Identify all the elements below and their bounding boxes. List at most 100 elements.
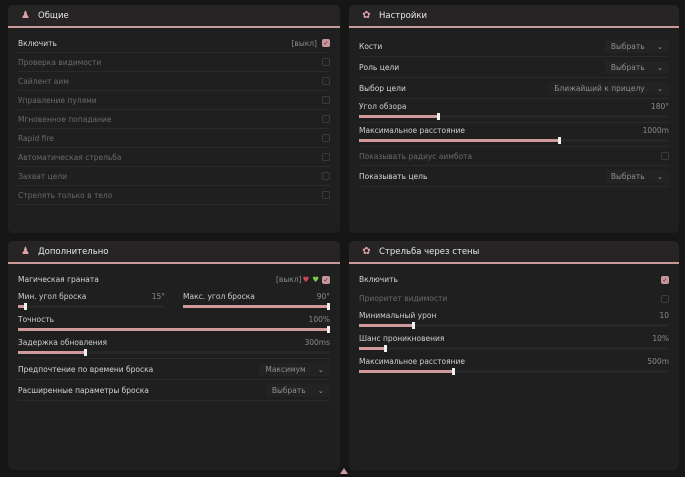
maxdist-slider[interactable]: Максимальное расстояние 1000m [359, 123, 669, 147]
slider-value: 10% [652, 334, 669, 343]
slider-track[interactable] [359, 137, 669, 144]
option-checkbox[interactable] [322, 172, 330, 180]
slider-fill [18, 328, 330, 331]
role-dropdown[interactable]: Выбрать ⌄ [604, 60, 669, 74]
heart-icon[interactable]: ♥ [302, 275, 310, 284]
option-checkbox[interactable] [322, 115, 330, 123]
general-option-row[interactable]: Проверка видимости [18, 53, 330, 72]
slider-thumb[interactable] [83, 349, 87, 356]
priority-row[interactable]: Приоритет видимости [359, 289, 669, 308]
show-row: Показывать цель Выбрать ⌄ [359, 166, 669, 187]
dropdown-value: Максимум [265, 364, 306, 374]
option-checkbox[interactable] [322, 153, 330, 161]
slider-fill [359, 324, 415, 327]
gear-flower-icon: ✿ [362, 10, 371, 21]
enable-row[interactable]: Включить [выкл] ✓ [18, 34, 330, 53]
general-panel: ♟ Общие Включить [выкл] ✓ Проверка видимост… [8, 5, 340, 233]
slider-track[interactable] [359, 368, 669, 375]
target-dropdown[interactable]: Ближайший к прицелу ⌄ [548, 81, 669, 95]
slider-label: Минимальный урон [359, 311, 437, 320]
slider-track[interactable] [359, 345, 669, 352]
slider-track[interactable] [183, 303, 330, 310]
slider-fill [18, 305, 27, 308]
option-checkbox[interactable] [322, 191, 330, 199]
slider-value: 500m [647, 357, 669, 366]
panel-header: ♟ Общие [8, 5, 340, 28]
slider-fill [18, 351, 87, 354]
mindmg-slider[interactable]: Минимальный урон 10 [359, 308, 669, 331]
adv-row: Расширенные параметры броска Выбрать ⌄ [18, 380, 330, 401]
option-label: Стрелять только в тело [18, 190, 113, 200]
slider-track[interactable] [18, 349, 330, 356]
maxangle-slider[interactable]: Макс. угол броска 90° [183, 289, 330, 312]
general-option-row[interactable]: Управление пулями [18, 91, 330, 110]
general-option-row[interactable]: Мгновенное попадание [18, 110, 330, 129]
grenade-checkbox[interactable]: ✓ [322, 275, 330, 284]
panel-header: ♟ Дополнительно [8, 241, 340, 264]
slider-label: Максимальное расстояние [359, 126, 466, 135]
slider-value: 180° [650, 102, 669, 111]
enable-checkbox[interactable]: ✓ [661, 275, 669, 284]
priority-checkbox[interactable] [661, 294, 669, 303]
option-checkbox[interactable] [322, 96, 330, 104]
slider-value: 10 [659, 311, 669, 320]
slider-track[interactable] [18, 303, 165, 310]
slider-thumb[interactable] [452, 368, 456, 375]
slider-thumb[interactable] [557, 137, 561, 144]
slider-thumb[interactable] [436, 113, 440, 120]
pen-slider[interactable]: Шанс проникновения 10% [359, 331, 669, 354]
general-option-row[interactable]: Автоматическая стрельба [18, 148, 330, 167]
enable-label: Включить [18, 38, 57, 48]
enable-checkbox[interactable]: ✓ [322, 39, 330, 47]
grenade-row[interactable]: Магическая граната [выкл] ♥ ♥ ✓ [18, 270, 330, 289]
delay-slider[interactable]: Задержка обновления 300ms [18, 335, 330, 359]
slider-label: Шанс проникновения [359, 334, 445, 343]
slider-thumb[interactable] [23, 303, 27, 310]
keybind-tag[interactable]: [выкл] [276, 275, 302, 284]
chevron-down-icon: ⌄ [317, 385, 324, 395]
general-option-row[interactable]: Захват цели [18, 167, 330, 186]
slider-fill [359, 370, 456, 373]
panel-title: Дополнительно [38, 246, 109, 257]
slider-thumb[interactable] [327, 303, 330, 310]
radius-checkbox[interactable] [661, 152, 669, 160]
color-picker-icon[interactable]: ♥ [312, 275, 319, 284]
minangle-slider[interactable]: Мин. угол броска 15° [18, 289, 165, 312]
walls-enable-row[interactable]: Включить ✓ [359, 270, 669, 289]
slider-track[interactable] [359, 322, 669, 329]
walls-maxdist-slider[interactable]: Максимальное расстояние 500m [359, 354, 669, 377]
option-checkbox[interactable] [322, 134, 330, 142]
slider-thumb[interactable] [383, 345, 387, 352]
option-checkbox[interactable] [322, 58, 330, 66]
radius-label: Показывать радиус аимбота [359, 151, 473, 161]
show-dropdown[interactable]: Выбрать ⌄ [604, 169, 669, 183]
general-option-row[interactable]: Rapid fire [18, 129, 330, 148]
slider-fill [359, 115, 440, 118]
walls-panel: ✿ Стрельба через стены Включить ✓ Приорите… [349, 241, 679, 470]
bones-dropdown[interactable]: Выбрать ⌄ [604, 39, 669, 53]
user-group-icon: ♟ [21, 10, 30, 21]
chevron-down-icon: ⌄ [656, 171, 663, 181]
slider-track[interactable] [18, 326, 330, 333]
accuracy-slider[interactable]: Точность 100% [18, 312, 330, 335]
option-label: Сайлент аим [18, 76, 69, 86]
slider-thumb[interactable] [327, 326, 330, 333]
option-checkbox[interactable] [322, 77, 330, 85]
adv-dropdown[interactable]: Выбрать ⌄ [265, 383, 330, 397]
option-label: Мгновенное попадание [18, 114, 112, 124]
keybind-tag[interactable]: [выкл] [291, 38, 317, 48]
pref-dropdown[interactable]: Максимум ⌄ [259, 362, 330, 376]
settings-panel: ✿ Настройки Кости Выбрать ⌄ Роль цели Выбрат… [349, 5, 679, 233]
general-option-row[interactable]: Сайлент аим [18, 72, 330, 91]
general-option-row[interactable]: Стрелять только в тело [18, 186, 330, 205]
slider-track[interactable] [359, 113, 669, 120]
collapse-handle[interactable] [340, 468, 348, 474]
radius-row[interactable]: Показывать радиус аимбота [359, 147, 669, 166]
fov-slider[interactable]: Угол обзора 180° [359, 99, 669, 123]
panel-header: ✿ Стрельба через стены [349, 241, 679, 264]
panel-title: Настройки [379, 10, 428, 21]
dropdown-value: Выбрать [610, 41, 645, 51]
slider-thumb[interactable] [411, 322, 415, 329]
slider-fill [183, 305, 330, 308]
gear-flower-icon: ✿ [362, 246, 371, 257]
